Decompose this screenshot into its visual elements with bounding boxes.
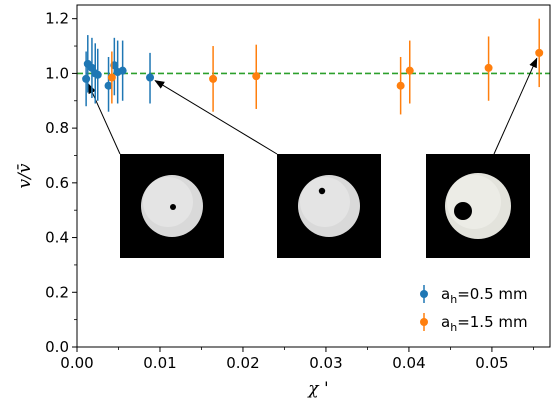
data-point — [535, 48, 544, 57]
data-point — [396, 81, 405, 90]
x-tick-label: 0.05 — [475, 354, 508, 372]
series-ah-1.5 — [107, 18, 544, 115]
disc-hole — [170, 204, 176, 210]
legend-label: ah=0.5 mm — [441, 285, 528, 306]
annotation-arrow — [493, 57, 538, 155]
disc-hole — [318, 187, 326, 195]
y-tick-label: 0.0 — [45, 338, 69, 356]
data-point — [252, 72, 261, 81]
x-tick-label: 0.02 — [226, 354, 259, 372]
disc-highlight — [143, 177, 193, 227]
annotation-arrow — [154, 80, 278, 155]
legend-marker-dot — [420, 290, 428, 298]
x-tick-label: 0.00 — [60, 354, 93, 372]
data-points — [82, 18, 544, 115]
inset-large-hole — [426, 154, 530, 258]
x-axis-label: χ ' — [307, 379, 328, 399]
y-tick-label: 1.2 — [45, 10, 69, 28]
data-point — [82, 74, 91, 83]
y-tick-label: 0.8 — [45, 119, 69, 137]
legend-item-ah-1.5: ah=1.5 mm — [420, 313, 528, 334]
disc-hole — [454, 202, 472, 220]
disc-highlight — [447, 175, 501, 229]
inset-medium-hole — [277, 154, 381, 258]
disc-highlight — [300, 177, 350, 227]
y-axis-label: v/v̄ — [15, 163, 35, 188]
inset-small-hole — [120, 154, 224, 258]
legend-marker-dot — [420, 318, 428, 326]
data-point — [484, 63, 493, 72]
data-point — [146, 73, 155, 82]
x-tick-label: 0.04 — [392, 354, 425, 372]
legend-label: ah=1.5 mm — [441, 313, 528, 334]
data-point — [104, 81, 113, 90]
plot-frame — [76, 4, 551, 348]
x-tick-label: 0.03 — [309, 354, 342, 372]
y-tick-label: 0.6 — [45, 174, 69, 192]
legend: ah=0.5 mm ah=1.5 mm — [420, 285, 528, 334]
y-tick-label: 1.0 — [45, 64, 69, 82]
data-point — [93, 70, 102, 79]
data-point — [209, 74, 218, 83]
insets — [120, 154, 530, 258]
data-point — [118, 66, 127, 75]
annotation-arrows — [88, 57, 538, 155]
x-tick-label: 0.01 — [143, 354, 176, 372]
y-tick-label: 0.4 — [45, 229, 69, 247]
annotation-arrow — [88, 83, 121, 155]
series-ah-0.5 — [82, 35, 155, 112]
data-point — [405, 66, 414, 75]
axis-ticks: 0.00 0.01 0.02 0.03 0.04 0.05 0.0 0.2 0.4 0.6 0.8 1… — [45, 10, 534, 372]
legend-item-ah-0.5: ah=0.5 mm — [420, 285, 528, 306]
y-tick-label: 0.2 — [45, 283, 69, 301]
data-point — [107, 73, 116, 82]
